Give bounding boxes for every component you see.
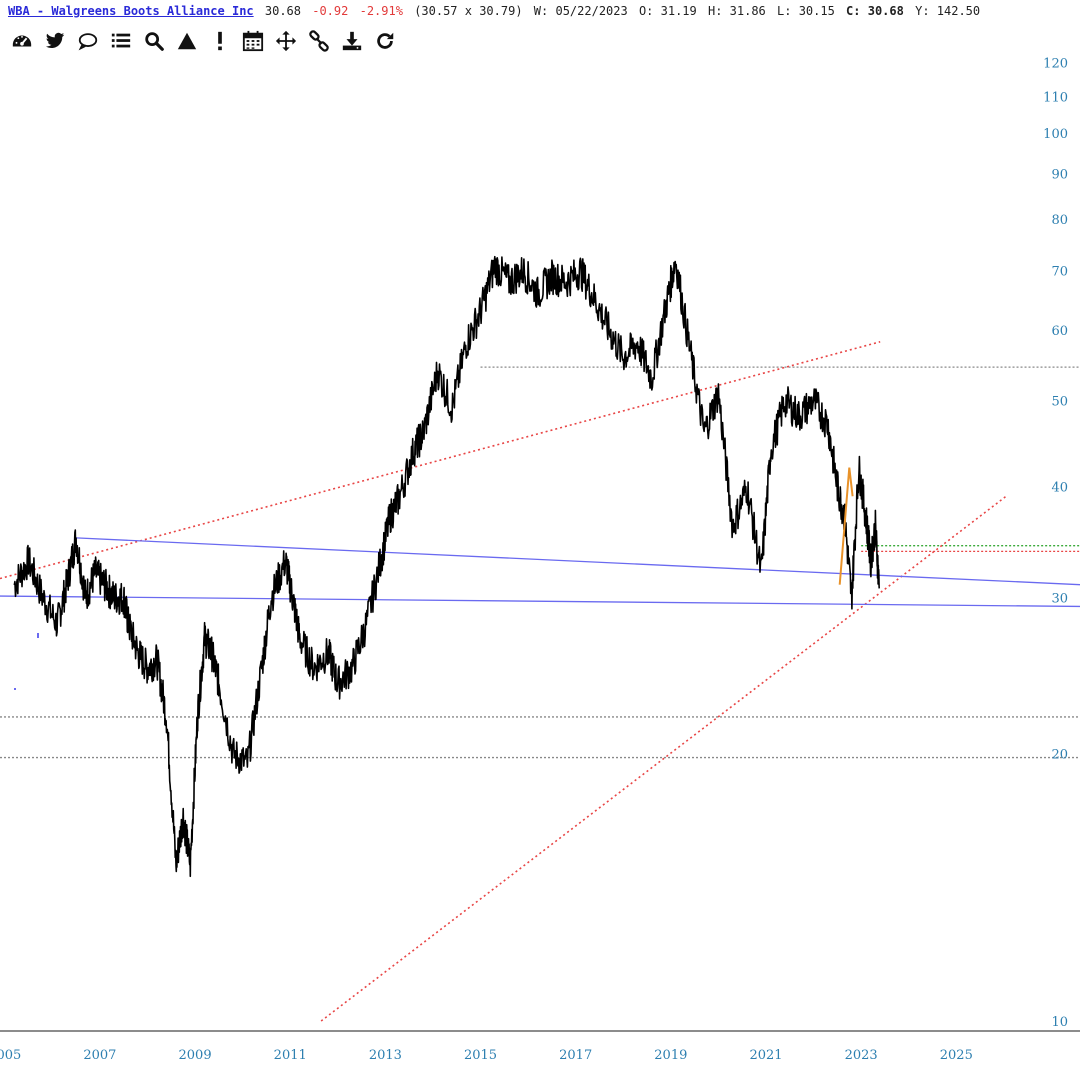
x-tick-label: 2009: [179, 1048, 212, 1063]
y-tick-label: 40: [1051, 480, 1068, 495]
x-tick-label: 2013: [369, 1048, 402, 1063]
x-axis-ticks: 2005 2007 2009 2011 2013 2015 2017 2019 2021 2023…: [0, 1048, 973, 1063]
symbol-title-link[interactable]: WBA - Walgreens Boots Alliance Inc: [8, 4, 254, 18]
alert-icon: [217, 31, 222, 51]
dashboard-icon: [12, 35, 31, 47]
close-value: 30.68: [867, 4, 904, 18]
x-tick-label: 2021: [749, 1048, 782, 1063]
y-tick-label: 90: [1051, 168, 1068, 183]
move-button[interactable]: [272, 28, 299, 54]
calendar-button[interactable]: [239, 28, 266, 54]
link-button[interactable]: [305, 28, 332, 54]
x-tick-label: 2017: [559, 1048, 592, 1063]
trendline: [0, 341, 881, 580]
x-tick-label: 2007: [83, 1048, 116, 1063]
y-readout: Y: 142.50: [915, 4, 981, 18]
highlight-line: [838, 467, 854, 585]
calendar-icon: [242, 30, 263, 52]
y-axis-ticks: 10 20 30 40 50 60 70 80 90 100 110 120: [1043, 57, 1068, 1030]
x-tick-label: 2025: [940, 1048, 973, 1063]
search-button[interactable]: [140, 28, 167, 54]
download-icon: [342, 31, 361, 51]
quote-header: WBA - Walgreens Boots Alliance Inc 30.68…: [8, 4, 980, 24]
chart-toolbar: [8, 28, 398, 56]
refresh-icon: [376, 32, 393, 49]
dashboard-button[interactable]: [8, 28, 35, 54]
triangle-button[interactable]: [173, 28, 200, 54]
trendlines: [0, 341, 1080, 1022]
y-tick-label: 60: [1051, 324, 1068, 339]
price-change: -0.92: [312, 4, 349, 18]
last-price: 30.68: [264, 4, 301, 18]
comment-button[interactable]: [74, 28, 101, 54]
marker-dot: [37, 633, 39, 638]
horizontal-reference-lines: [0, 366, 1080, 759]
search-icon: [144, 32, 164, 51]
link-icon: [308, 30, 329, 52]
trendline: [0, 595, 1080, 608]
x-tick-label: 2019: [654, 1048, 687, 1063]
y-tick-label: 30: [1051, 591, 1068, 606]
twitter-button[interactable]: [41, 28, 68, 54]
low-value: L: 30.15: [777, 4, 835, 18]
x-tick-label: 2015: [464, 1048, 497, 1063]
alert-button[interactable]: [206, 28, 233, 54]
twitter-icon: [45, 32, 64, 49]
highlight-segment: [838, 467, 854, 585]
y-tick-label: 120: [1043, 57, 1068, 72]
list-button[interactable]: [107, 28, 134, 54]
y-tick-label: 70: [1051, 265, 1068, 280]
high-value: H: 31.86: [707, 4, 766, 18]
marker-dot: [14, 688, 16, 690]
y-tick-label: 10: [1051, 1015, 1068, 1030]
trendline: [76, 537, 1080, 586]
comment-icon: [78, 33, 97, 51]
price-change-pct: -2.91%: [359, 4, 403, 18]
open-value: O: 31.19: [638, 4, 697, 18]
y-tick-label: 20: [1051, 748, 1068, 763]
x-tick-label: 2023: [845, 1048, 878, 1063]
x-tick-label: 2005: [0, 1048, 21, 1063]
move-icon: [275, 30, 296, 52]
refresh-button[interactable]: [371, 28, 398, 54]
y-tick-label: 80: [1051, 213, 1068, 228]
price-series: [13, 255, 880, 878]
triangle-icon: [177, 32, 196, 50]
y-tick-label: 100: [1043, 127, 1068, 142]
y-tick-label: 110: [1043, 90, 1068, 105]
download-button[interactable]: [338, 28, 365, 54]
y-tick-label: 50: [1051, 394, 1068, 409]
list-icon: [111, 33, 130, 48]
bar-date: W: 05/22/2023: [533, 4, 628, 18]
trendline: [320, 495, 1007, 1022]
close-label: C:: [846, 4, 861, 18]
price-line: [13, 255, 880, 878]
bid-ask: (30.57 x 30.79): [414, 4, 523, 18]
x-tick-label: 2011: [274, 1048, 307, 1063]
